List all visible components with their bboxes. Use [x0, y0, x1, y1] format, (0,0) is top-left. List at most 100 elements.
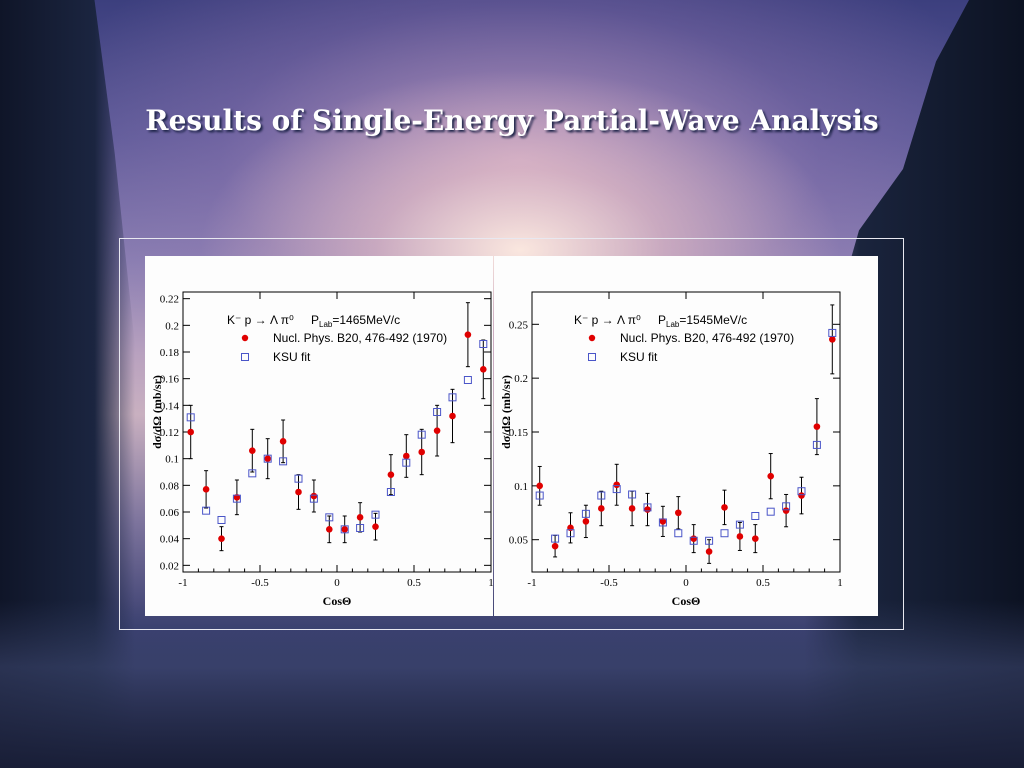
fit-point [279, 457, 288, 466]
y-tick-label: 0.2 [165, 320, 179, 332]
data-point [613, 481, 620, 489]
x-tick-label: 0.5 [756, 577, 770, 589]
fit-point [386, 488, 395, 496]
figure-frame [119, 238, 904, 630]
fit-point [535, 491, 544, 500]
data-point [249, 447, 256, 454]
fit-point [263, 454, 272, 463]
x-axis-label: CosΘ [672, 594, 701, 608]
y-tick-label: 0.22 [160, 294, 179, 306]
y-axis-label: dσ/dΩ (mb/sr) [150, 375, 164, 449]
data-point [326, 526, 333, 533]
y-tick-label: 0.12 [160, 427, 179, 439]
data-point [464, 331, 472, 338]
chart-panel-1465: -1 -0.5 0 0.5 1 0.02 0.04 0.06 0.08 0.1 0.12 0.14 0.… [145, 256, 493, 616]
data-point [813, 423, 821, 430]
legend-label: KSU fit [620, 350, 658, 364]
x-tick-label: 0.5 [407, 577, 421, 589]
legend-label: KSU fit [273, 350, 311, 364]
slide-title: Results of Single-Energy Partial-Wave An… [145, 104, 879, 137]
data-point [752, 535, 759, 542]
data-point [372, 523, 379, 530]
legend-marker-fit [241, 353, 249, 361]
legend-marker-data [241, 334, 249, 342]
fit-point [294, 474, 303, 483]
fit-point [751, 512, 760, 520]
data-point [690, 535, 697, 542]
y-tick-label: 0.02 [160, 560, 179, 572]
fit-point [463, 376, 472, 384]
fit-point [812, 440, 821, 449]
data-point [598, 505, 605, 512]
fit-point [202, 506, 211, 515]
data-point [480, 366, 487, 373]
y-tick-label: 0.1 [165, 454, 179, 466]
fit-point [371, 510, 380, 519]
y-tick-label: 0.2 [514, 373, 528, 385]
legend-label: Nucl. Phys. B20, 476-492 (1970) [620, 331, 794, 345]
fit-point [417, 430, 426, 439]
fit-point [828, 328, 837, 337]
y-tick-label: 0.08 [160, 480, 180, 492]
background-water [0, 600, 1024, 768]
y-tick-label: 0.1 [514, 481, 528, 493]
y-tick-label: 0.05 [509, 535, 529, 547]
y-axis-label: dσ/dΩ (mb/sr) [499, 375, 513, 449]
fit-point [448, 393, 457, 402]
fit-point [232, 494, 241, 503]
fit-point [479, 340, 488, 348]
y-tick-label: 0.16 [160, 374, 180, 386]
data-point [202, 486, 210, 493]
chart-panel-1545: -1 -0.5 0 0.5 1 0.05 0.1 0.15 0.2 0.25 CosΘ dσ/dΩ (… [494, 256, 878, 616]
fit-point [217, 516, 226, 524]
y-tick-label: 0.15 [509, 427, 529, 439]
legend-label: Nucl. Phys. B20, 476-492 (1970) [273, 331, 447, 345]
fit-point [551, 534, 560, 543]
fit-point [309, 494, 318, 503]
x-tick-label: 1 [837, 577, 843, 589]
legend-reaction: K⁻ p → Λ π⁰ [574, 313, 641, 327]
data-point [829, 336, 836, 343]
data-point [582, 518, 590, 525]
legend-plab: PLab=1465MeV/c [311, 313, 400, 329]
x-tick-label: -0.5 [251, 577, 269, 589]
legend-reaction: K⁻ p → Λ π⁰ [227, 313, 294, 327]
x-tick-label: 0 [683, 577, 689, 589]
data-point [782, 507, 790, 514]
x-tick-label: -0.5 [600, 577, 618, 589]
y-tick-label: 0.14 [160, 400, 180, 412]
fit-point [433, 408, 442, 416]
data-point [310, 492, 318, 500]
data-point [705, 548, 713, 555]
data-point [628, 505, 636, 512]
data-point [187, 428, 194, 436]
fit-point [689, 536, 698, 545]
fit-point [720, 529, 729, 538]
y-tick-label: 0.25 [509, 319, 529, 331]
data-point [433, 427, 441, 434]
y-tick-label: 0.18 [160, 347, 180, 359]
data-point [721, 504, 728, 511]
fit-point [186, 413, 195, 422]
y-tick-label: 0.06 [160, 507, 180, 519]
data-point [536, 482, 543, 490]
fit-point [612, 485, 621, 494]
data-point [449, 412, 456, 420]
data-point [798, 492, 805, 499]
fit-point [325, 513, 334, 522]
data-point [356, 514, 364, 521]
data-point [659, 518, 667, 525]
data-point [264, 455, 271, 462]
fit-point [340, 525, 349, 534]
fit-point [597, 491, 606, 500]
data-point [675, 509, 682, 517]
data-point [551, 542, 559, 550]
fit-point [766, 507, 775, 516]
data-point [341, 526, 348, 533]
fit-point [674, 529, 683, 538]
legend-plab: PLab=1545MeV/c [658, 313, 747, 329]
data-point [736, 533, 744, 540]
data-point [233, 494, 241, 501]
fit-point [782, 502, 791, 511]
fit-point [735, 520, 744, 529]
